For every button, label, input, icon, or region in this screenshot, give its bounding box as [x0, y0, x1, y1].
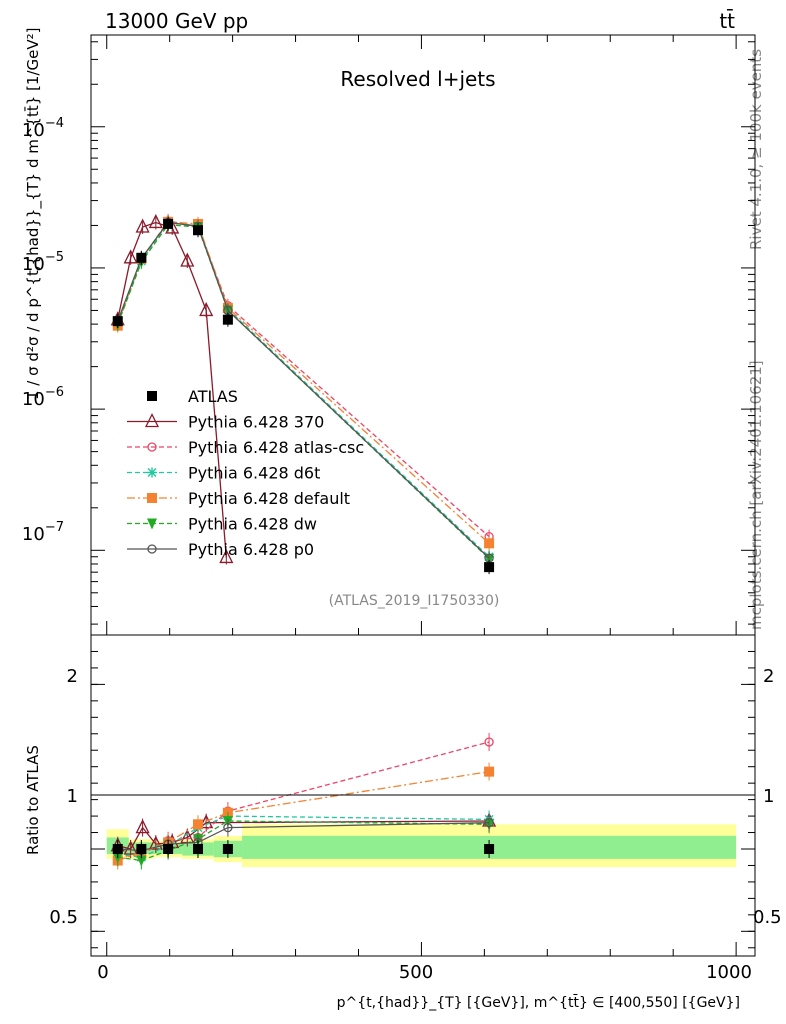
x-tick-labels: 0 500 1000	[97, 962, 752, 983]
legend-item-4: Pythia 6.428 default	[127, 489, 350, 508]
series-layer	[110, 213, 497, 870]
ratio-tick-2-left: 2	[67, 666, 78, 687]
legend-label-3: Pythia 6.428 d6t	[188, 464, 320, 483]
legend-marker-3	[147, 467, 157, 478]
y-axis-label-main: 1 / σ d²σ / d p^{t,{had}}_{T} d m^{tt̄} …	[23, 28, 43, 401]
series-0-ratio-point-5	[484, 844, 495, 854]
legend-item-0: ATLAS	[147, 387, 238, 406]
mcplots-label: mcplots.cern.ch [arXiv:2401.10621]	[747, 360, 765, 630]
x-tick-label-500: 500	[399, 962, 433, 983]
legend-item-1: Pythia 6.428 370	[127, 413, 324, 432]
series-1-point-1	[123, 249, 138, 264]
process-label: tt̄	[719, 8, 735, 33]
series-0-point-1	[136, 252, 147, 263]
series-6	[113, 215, 494, 860]
legend-label-5: Pythia 6.428 dw	[188, 515, 317, 534]
legend-item-6: Pythia 6.428 p0	[127, 540, 314, 559]
series-0-ratio-point-1	[136, 844, 147, 854]
legend-marker-4	[147, 493, 157, 503]
series-0-point-4	[222, 314, 233, 325]
ratio-tick-1-left: 1	[67, 786, 78, 807]
series-1-ratio-point-1	[123, 840, 138, 855]
y-tick-label-1e-6: 10−6	[22, 385, 64, 410]
series-0-ratio-point-2	[163, 844, 174, 854]
y-tick-label-1e-4: 10−4	[22, 116, 64, 141]
ratio-tick-05-left: 0.5	[49, 907, 78, 928]
series-0-ratio-point-0	[112, 844, 123, 854]
x-tick-label-1000: 1000	[706, 962, 752, 983]
ratio-tick-1-right: 1	[763, 786, 774, 807]
series-1-ratio-point-2	[135, 819, 150, 834]
y-axis-label-ratio: Ratio to ATLAS	[24, 745, 42, 855]
x-tick-label-0: 0	[97, 962, 108, 983]
series-0-point-5	[484, 562, 495, 573]
legend-marker-0	[147, 391, 157, 401]
series-5-ratio-line	[117, 820, 490, 862]
series-1	[110, 213, 497, 858]
series-1-point-3	[148, 213, 163, 229]
series-2-ratio-point-5	[484, 737, 494, 747]
x-axis-label: p^{t,{had}}_{T} [{GeV}], m^{tt̄} ∈ [400,…	[337, 993, 740, 1011]
series-0-point-0	[112, 316, 123, 327]
legend-item-2: Pythia 6.428 atlas-csc	[127, 438, 364, 457]
series-3-main-line	[117, 222, 490, 558]
series-4-ratio-point-3	[192, 819, 203, 830]
series-1-point-2	[135, 218, 150, 233]
ratio-tick-05-right: 0.5	[753, 907, 782, 928]
main-y-tick-labels: 10−4 10−5 10−6 10−7	[22, 116, 64, 545]
series-0-ratio-point-4	[222, 844, 233, 854]
ratio-tick-labels: 2 1 0.5 2 1 0.5	[49, 666, 781, 928]
legend-label-1: Pythia 6.428 370	[188, 413, 324, 432]
axis-ticks	[91, 35, 755, 956]
series-5-ratio-point-1	[136, 855, 147, 867]
legend-label-4: Pythia 6.428 default	[188, 489, 350, 508]
series-1-point-7	[219, 548, 234, 564]
legend-marker-5	[147, 518, 157, 530]
series-0-ratio-point-3	[192, 844, 203, 854]
rivet-label: Rivet 4.1.0, ≥ 100k events	[747, 49, 765, 250]
legend: ATLAS Pythia 6.428 370 Pythia 6.428 atlas-…	[127, 387, 364, 559]
analysis-watermark: (ATLAS_2019_I1750330)	[329, 593, 500, 609]
series-0-point-3	[192, 225, 203, 236]
series-4-ratio-point-5	[484, 766, 495, 777]
energy-label: 13000 GeV pp	[105, 9, 248, 33]
y-tick-label-1e-5: 10−5	[22, 250, 64, 275]
y-tick-label-1e-7: 10−7	[22, 520, 64, 545]
series-4-point-5	[484, 538, 495, 549]
series-1-point-6	[199, 301, 214, 317]
series-1-ratio-point-3	[148, 835, 163, 850]
series-5-main-line	[117, 224, 490, 560]
legend-item-5: Pythia 6.428 dw	[127, 515, 317, 534]
series-6-main-line	[117, 221, 490, 559]
series-1-ratio-point-6	[199, 814, 214, 829]
legend-label-6: Pythia 6.428 p0	[188, 540, 314, 559]
legend-marker-6	[147, 544, 157, 554]
series-1-point-5	[180, 252, 195, 267]
legend-marker-2	[147, 442, 157, 452]
series-6-ratio-point-4	[223, 822, 233, 833]
legend-item-3: Pythia 6.428 d6t	[127, 464, 320, 483]
ratio-tick-2-right: 2	[763, 666, 774, 687]
series-0	[112, 216, 495, 858]
plot-title: Resolved l+jets	[340, 67, 495, 91]
series-0-point-2	[163, 218, 174, 229]
legend-label-0: ATLAS	[188, 387, 238, 406]
legend-label-2: Pythia 6.428 atlas-csc	[188, 438, 364, 457]
legend-marker-1	[144, 413, 160, 428]
series-6-ratio-point-5	[484, 818, 494, 828]
